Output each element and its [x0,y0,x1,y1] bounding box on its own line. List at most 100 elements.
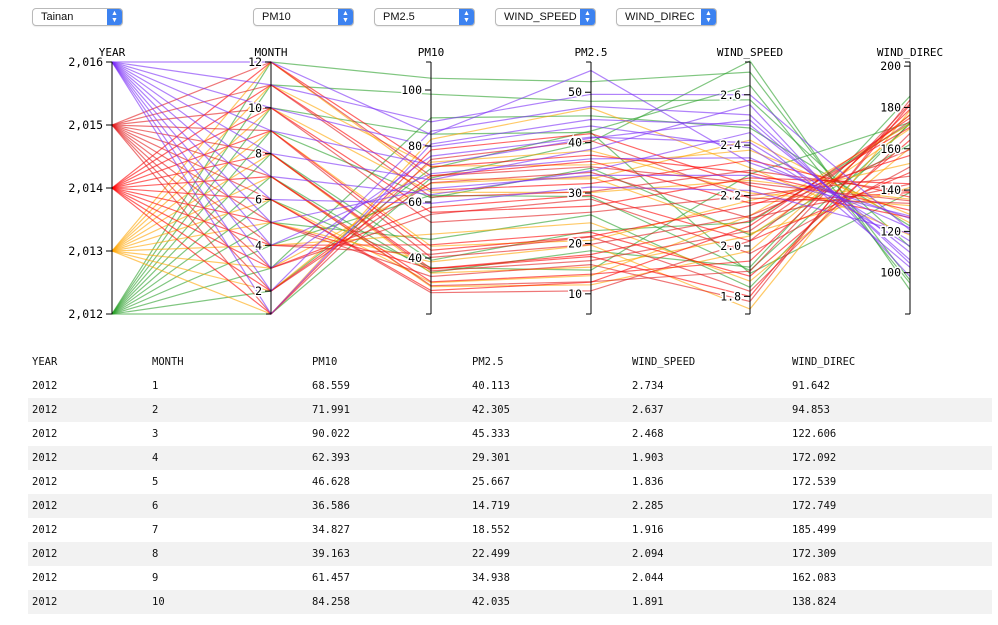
table-cell: 29.301 [472,452,510,464]
table-cell: 10 [152,596,165,608]
series-line-2016-5 [111,61,911,224]
table-cell: 1.836 [632,476,664,488]
table-cell: 1.916 [632,524,664,536]
table-row[interactable]: 2012 5 46.628 25.667 1.836 172.539 [28,470,992,494]
series-line-2015-6 [111,114,911,294]
axis-month[interactable]: MONTH 2 4 6 8 10 12 [247,46,288,315]
table-cell: 2.094 [632,548,664,560]
axis-tick-label: 40 [568,136,582,150]
column-header-year[interactable]: YEAR [32,356,58,368]
axis-title[interactable]: WIND_DIREC [877,46,943,59]
series-line-2014-2 [111,160,911,292]
series-line-2014-3 [111,171,911,269]
table-row[interactable]: 2012 8 39.163 22.499 2.094 172.309 [28,542,992,566]
series-line-2013-7 [111,114,911,288]
series-lines [111,60,911,315]
table-cell: 1.903 [632,452,664,464]
series-line-2014-12 [111,61,911,211]
series-line-2013-6 [111,123,911,284]
axis-tick-label: 10 [248,101,262,115]
axis-wind-speed[interactable]: WIND_SPEED 1.8 2.0 2.2 2.4 2.6 [717,46,783,315]
series-line-2012-11 [111,84,911,315]
series-line-2015-11 [111,84,911,198]
table-cell: 61.457 [312,572,350,584]
table-cell: 18.552 [472,524,510,536]
table-cell: 39.163 [312,548,350,560]
axis-tick-label: 10 [568,287,582,301]
table-cell: 2012 [32,452,58,464]
table-cell: 172.309 [792,548,837,560]
table-cell: 172.092 [792,452,837,464]
city-select[interactable]: Tainan ▲ ▼ [32,8,123,26]
dimension-select-3[interactable]: WIND_SPEED ▲ ▼ [495,8,596,26]
table-cell: 91.642 [792,380,830,392]
table-row[interactable]: 2012 2 71.991 42.305 2.637 94.853 [28,398,992,422]
series-line-2015-9 [111,124,911,259]
select-arrows-icon: ▲ ▼ [107,9,122,25]
table-row[interactable]: 2012 6 36.586 14.719 2.285 172.749 [28,494,992,518]
axis-title[interactable]: PM2.5 [574,46,607,59]
table-cell: 40.113 [472,380,510,392]
axis-title[interactable]: PM10 [418,46,445,59]
axis-tick-label: 1.8 [720,289,741,303]
axis-title[interactable]: WIND_SPEED [717,46,783,59]
series-line-2014-4 [111,139,911,277]
column-header-wind-speed[interactable]: WIND_SPEED [632,356,696,368]
dimension-select-4[interactable]: WIND_DIREC ▲ ▼ [616,8,717,26]
series-line-2016-8 [111,61,911,278]
series-line-2016-11 [111,61,911,231]
table-cell: 34.827 [312,524,350,536]
column-header-wind-direc[interactable]: WIND_DIREC [792,356,856,368]
table-cell: 185.499 [792,524,837,536]
series-line-2014-1 [111,132,911,315]
series-line-2016-9 [111,61,911,261]
column-header-pm10[interactable]: PM10 [312,356,338,368]
table-row[interactable]: 2012 3 90.022 45.333 2.468 122.606 [28,422,992,446]
table-row[interactable]: 2012 9 61.457 34.938 2.044 162.083 [28,566,992,590]
table-row[interactable]: 2012 10 84.258 42.035 1.891 138.824 [28,590,992,614]
series-line-2016-1 [111,61,911,315]
column-header-month[interactable]: MONTH [152,356,184,368]
series-line-2015-10 [111,107,911,224]
series-line-2013-12 [111,61,911,252]
table-cell: 42.305 [472,404,510,416]
table-cell: 138.824 [792,596,837,608]
axis-tick-label: 8 [255,147,262,161]
table-row[interactable]: 2012 4 62.393 29.301 1.903 172.092 [28,446,992,470]
table-row[interactable]: 2012 7 34.827 18.552 1.916 185.499 [28,518,992,542]
table-row[interactable]: 2012 1 68.559 40.113 2.734 91.642 [28,374,992,398]
axis-title[interactable]: YEAR [99,46,126,59]
axis-tick-label: 2.4 [720,138,741,152]
table-cell: 3 [152,428,159,440]
table-cell: 7 [152,524,159,536]
axes: YEAR 2,012 2,013 2,014 2,015 2,016 MONTH 2 4 6 8 10… [67,46,943,323]
select-arrows-icon: ▲ ▼ [701,9,716,25]
table-cell: 34.938 [472,572,510,584]
column-header-pm25[interactable]: PM2.5 [472,356,504,368]
dimension-select-1[interactable]: PM10 ▲ ▼ [253,8,354,26]
dimension-select-2[interactable]: PM2.5 ▲ ▼ [374,8,475,26]
axis-tick-label: 40 [408,251,422,265]
axis-title[interactable]: MONTH [254,46,287,59]
table-cell: 25.667 [472,476,510,488]
series-line-2015-5 [111,99,911,303]
axis-pm2-5[interactable]: PM2.5 10 20 30 40 50 [567,46,608,315]
series-line-2012-12 [111,61,911,315]
parallel-coordinates-chart: YEAR 2,012 2,013 2,014 2,015 2,016 MONTH 2 4 6 8 10… [67,46,943,323]
axis-pm10[interactable]: PM10 40 60 80 100 [400,46,445,315]
axis-tick-label: 6 [255,192,262,206]
series-line-2012-4 [111,123,911,315]
axis-wind-direc[interactable]: WIND_DIREC 100 120 140 160 180 200 [877,46,943,315]
series-line-2016-2 [111,61,911,293]
axis-year[interactable]: YEAR 2,012 2,013 2,014 2,015 2,016 [67,46,126,323]
axis-tick-label: 2,012 [68,307,103,321]
axis-tick-label: 2,015 [68,118,103,132]
table-cell: 1.891 [632,596,664,608]
axis-tick-label: 20 [568,236,582,250]
city-select-value: Tainan [41,11,74,23]
axis-tick-label: 4 [255,238,262,252]
data-table-container: YEAR MONTH PM10 PM2.5 WIND_SPEED WIND_DI… [28,350,992,614]
series-line-2015-7 [111,103,911,287]
table-cell: 84.258 [312,596,350,608]
axis-tick-label: 100 [401,83,422,97]
